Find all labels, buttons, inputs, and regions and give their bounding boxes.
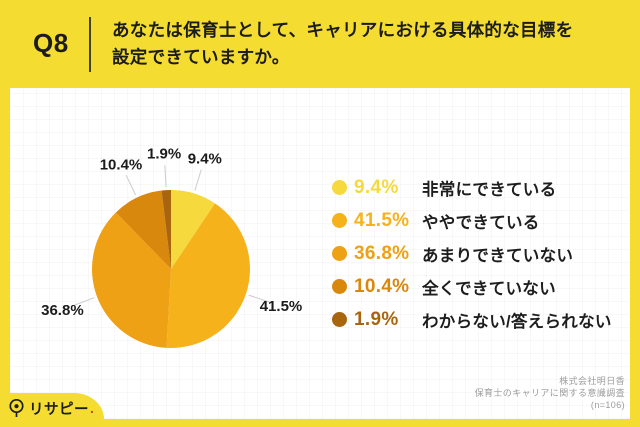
bottom-strip (0, 419, 640, 427)
credit-sample-size: (n=106) (590, 400, 625, 410)
pie-slice-2 (166, 203, 250, 348)
credit-survey-title: 保育士のキャリアに関する意識調査 (474, 388, 625, 398)
question-header: Q8 あなたは保育士として、キャリアにおける具体的な目標を 設定できていますか。 (0, 0, 640, 88)
legend-label: ややできている (422, 213, 540, 232)
credit-company: 株式会社明日香 (559, 376, 625, 386)
pie-value-label-2: 41.5% (260, 298, 303, 315)
legend-percent: 41.5% (354, 209, 410, 231)
leader-line-3 (73, 297, 95, 306)
legend-item-4: 10.4% 全くできていない (332, 270, 612, 303)
question-number: Q8 (33, 28, 69, 58)
leader-line-4 (125, 174, 137, 196)
question-text: あなたは保育士として、キャリアにおける具体的な目標を 設定できていますか。 (112, 17, 617, 71)
pie-slice-4 (115, 190, 171, 269)
question-line-2: 設定できていますか。 (112, 47, 290, 67)
chart-card: 9.4% 41.5% 36.8% 10.4% 1.9% 9.4% 非常にできている 41.5… (10, 88, 630, 419)
header-divider (89, 17, 91, 72)
magnifier-eye-logo-icon (9, 398, 24, 417)
survey-credit: 株式会社明日香 保育士のキャリアに関する意識調査 (n=106) (475, 375, 625, 411)
pie-value-label-4: 10.4% (100, 157, 143, 174)
leader-line-2 (248, 294, 270, 303)
pie-value-label-3: 36.8% (41, 302, 84, 319)
pie-chart: 9.4% 41.5% 36.8% 10.4%1.9% (41, 145, 303, 348)
legend-item-5: 1.9% わからない/答えられない (332, 303, 612, 336)
legend-item-3: 36.8% あまりできていない (332, 237, 612, 270)
legend-item-2: 41.5% ややできている (332, 204, 612, 237)
pie-slice-1 (171, 190, 215, 269)
brand-logo-text: リサピー (29, 401, 89, 418)
brand-logo-tab: リサピー. (0, 393, 104, 427)
legend-dot-icon (332, 246, 347, 261)
legend-label: 全くできていない (422, 279, 556, 298)
legend-percent: 36.8% (354, 242, 410, 264)
legend-item-1: 9.4% 非常にできている (332, 171, 612, 204)
chart-legend: 9.4% 非常にできている 41.5% ややできている 36.8% あまりできていない 10… (332, 171, 612, 336)
legend-label: あまりできていない (422, 246, 574, 265)
pie-slice-5 (161, 190, 171, 269)
legend-percent: 9.4% (354, 176, 399, 198)
legend-dot-icon (332, 312, 347, 327)
pie-value-label-5: 1.9% (147, 145, 181, 162)
legend-label: 非常にできている (422, 180, 557, 199)
leader-line-1 (194, 169, 202, 191)
legend-dot-icon (332, 213, 347, 228)
question-line-1: あなたは保育士として、キャリアにおける具体的な目標を (112, 20, 574, 40)
legend-dot-icon (332, 180, 347, 195)
legend-percent: 1.9% (354, 308, 399, 330)
pie-value-label-1: 9.4% (188, 150, 222, 167)
legend-dot-icon (332, 279, 347, 294)
legend-label: わからない/答えられない (422, 312, 612, 331)
leader-line-5 (164, 165, 167, 188)
pie-slice-3 (91, 212, 171, 348)
legend-percent: 10.4% (354, 275, 410, 297)
brand-logo-period: . (90, 400, 94, 416)
